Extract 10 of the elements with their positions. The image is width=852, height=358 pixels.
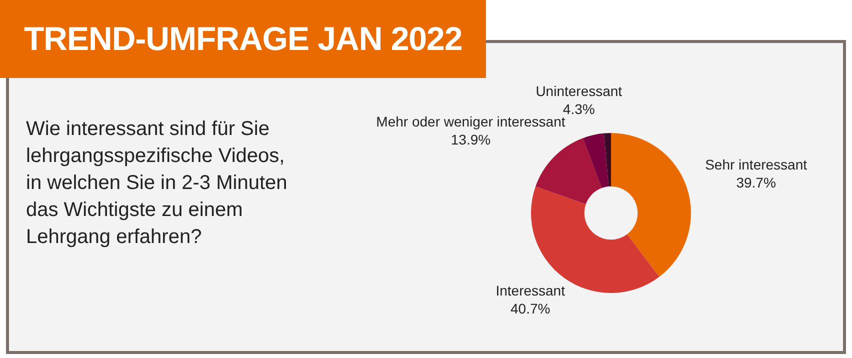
data-label: 13.9% — [450, 132, 491, 148]
data-label: 39.7% — [736, 174, 776, 190]
slice-label: Mehr oder weniger interessant — [376, 114, 566, 130]
text: Wie interessant sind für Sie lehrgangsspezifische Videos, in welchen Sie in 2-3 Minuten das Wichtigste zu einem Lehrgang erfahren? — [26, 117, 288, 250]
data-label: 40.7% — [510, 300, 550, 316]
data-label: 4.3% — [562, 100, 595, 117]
chart-title: TREND-UMFRAGE JAN 2022 — [0, 0, 486, 78]
slice-label: Sehr interessant — [705, 156, 808, 172]
slice-label: Interessant — [496, 282, 566, 298]
slice-label: Uninteressant — [536, 82, 622, 99]
